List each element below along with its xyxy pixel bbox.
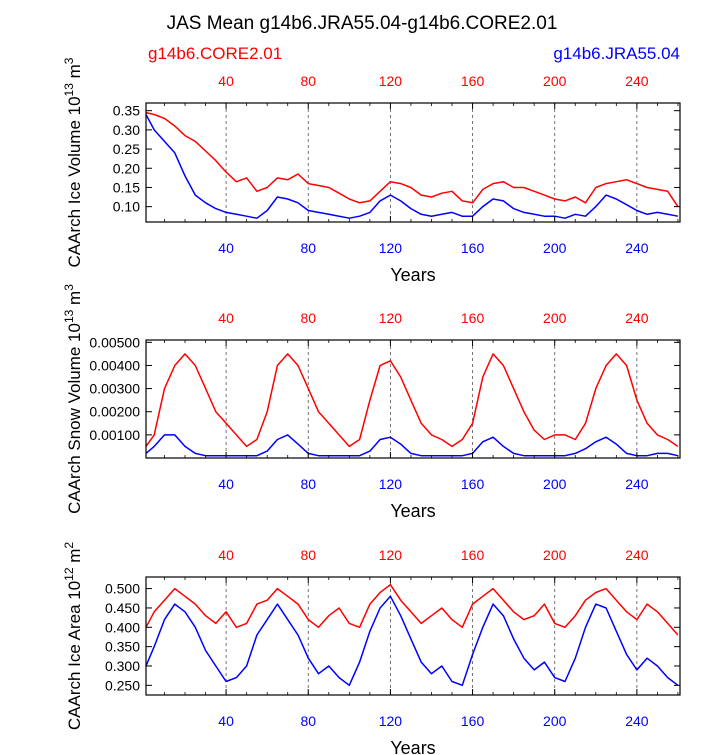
x-tick-label-top: 40 (218, 73, 234, 89)
y-axis-title: CAArch Ice Area 1012 m2 (62, 542, 84, 731)
y-tick-label: 0.00200 (89, 404, 140, 420)
y-tick-label: 0.35 (113, 103, 140, 119)
x-tick-label-bottom: 120 (379, 713, 403, 729)
y-tick-label: 0.10 (113, 199, 140, 215)
x-tick-label-bottom: 120 (379, 476, 403, 492)
y-tick-label: 0.30 (113, 122, 140, 138)
legend-jra: g14b6.JRA55.04 (553, 44, 680, 63)
plot-frame (145, 576, 681, 696)
x-axis-title: Years (390, 501, 435, 521)
x-tick-label-top: 80 (300, 73, 316, 89)
y-tick-label: 0.00300 (89, 381, 140, 397)
x-tick-label-bottom: 160 (461, 713, 485, 729)
x-tick-label-top: 200 (543, 547, 567, 563)
y-tick-label: 0.00400 (89, 357, 140, 373)
x-tick-label-top: 160 (461, 73, 485, 89)
plot-frame (145, 102, 681, 223)
series-line-jra (145, 595, 679, 687)
panel-snow-volume: 0.00100 0.00200 0.00300 0.00400 0.00500 40 40 8… (62, 284, 681, 521)
x-tick-label-bottom: 200 (543, 476, 567, 492)
x-tick-label-top: 160 (461, 547, 485, 563)
y-tick-label: 0.20 (113, 160, 140, 176)
x-tick-label-bottom: 80 (300, 713, 316, 729)
y-tick-label: 0.400 (105, 619, 140, 635)
x-tick-label-bottom: 160 (461, 476, 485, 492)
x-tick-label-bottom: 160 (461, 240, 485, 256)
x-tick-label-top: 160 (461, 310, 485, 326)
x-tick-label-bottom: 40 (218, 713, 234, 729)
x-tick-label-top: 80 (300, 547, 316, 563)
y-tick-label: 0.00100 (89, 427, 140, 443)
x-tick-label-bottom: 80 (300, 476, 316, 492)
y-tick-label: 0.25 (113, 141, 140, 157)
x-tick-label-bottom: 200 (543, 713, 567, 729)
series-line-jra (145, 434, 679, 457)
x-tick-label-top: 240 (625, 310, 649, 326)
panel-ice-area: 0.250 0.300 0.350 0.400 0.450 0.500 40 40 80 80 12… (62, 542, 681, 755)
y-axis-title: CAArch Snow Volume 1013 m3 (62, 284, 84, 514)
x-tick-label-top: 40 (218, 310, 234, 326)
plot-frame (145, 339, 681, 459)
x-tick-label-bottom: 40 (218, 240, 234, 256)
x-tick-label-bottom: 120 (379, 240, 403, 256)
x-tick-label-top: 120 (379, 310, 403, 326)
series-line-core (145, 583, 679, 636)
y-tick-label: 0.15 (113, 179, 140, 195)
y-tick-label: 0.350 (105, 639, 140, 655)
series-line-core (145, 353, 679, 448)
y-tick-label: 0.500 (105, 581, 140, 597)
series-line-jra (145, 114, 679, 219)
x-tick-label-top: 120 (379, 547, 403, 563)
x-axis-title: Years (390, 265, 435, 285)
y-axis-title: CAArch Ice Volume 1013 m3 (62, 57, 84, 267)
panel-ice-volume: 0.10 0.15 0.20 0.25 0.30 0.35 40 40 80 80 120 120 16… (62, 57, 681, 285)
x-tick-label-top: 40 (218, 547, 234, 563)
x-tick-label-bottom: 80 (300, 240, 316, 256)
x-tick-label-bottom: 40 (218, 476, 234, 492)
y-tick-label: 0.300 (105, 658, 140, 674)
x-tick-label-top: 80 (300, 310, 316, 326)
x-axis-title: Years (390, 738, 435, 755)
x-tick-label-top: 240 (625, 73, 649, 89)
figure-title: JAS Mean g14b6.JRA55.04-g14b6.CORE2.01 (167, 13, 558, 34)
x-tick-label-bottom: 240 (625, 240, 649, 256)
y-tick-label: 0.00500 (89, 334, 140, 350)
x-tick-label-bottom: 240 (625, 476, 649, 492)
x-tick-label-top: 240 (625, 547, 649, 563)
x-tick-label-bottom: 240 (625, 713, 649, 729)
y-tick-label: 0.250 (105, 677, 140, 693)
x-tick-label-top: 200 (543, 73, 567, 89)
y-tick-label: 0.450 (105, 600, 140, 616)
x-tick-label-top: 120 (379, 73, 403, 89)
series-line-core (145, 111, 679, 208)
x-tick-label-top: 200 (543, 310, 567, 326)
legend-core: g14b6.CORE2.01 (148, 44, 282, 63)
x-tick-label-bottom: 200 (543, 240, 567, 256)
